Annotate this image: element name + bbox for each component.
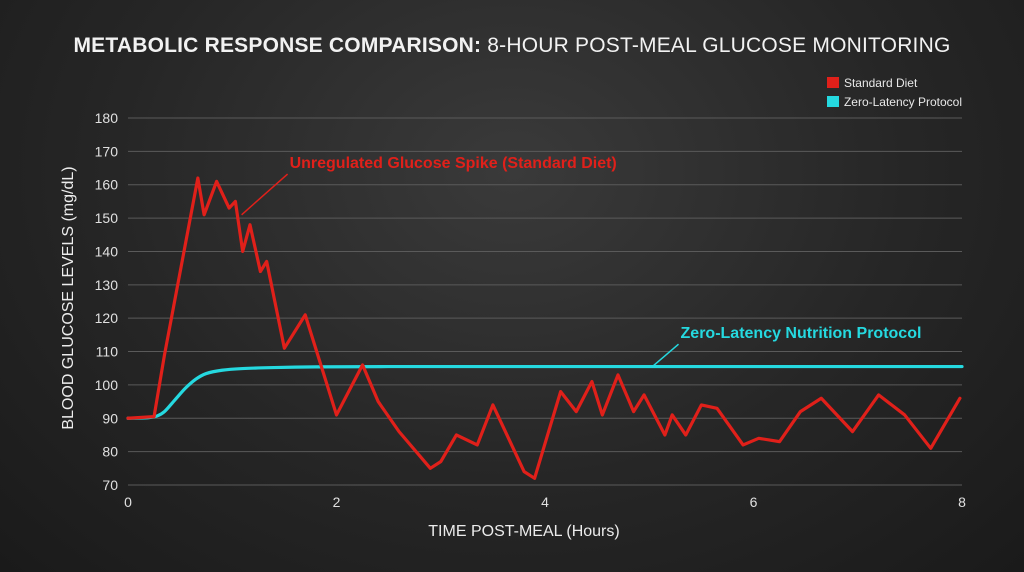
annotation-label-1: Zero-Latency Nutrition Protocol [681,325,922,342]
legend-swatch-zero-latency [826,96,839,107]
legend-item-standard-diet: Standard Diet [826,73,962,92]
x-tick-label-0: 0 [124,494,132,510]
y-axis-title: BLOOD GLUCOSE LEVELS (mg/dL) [60,166,77,429]
legend-swatch-standard-diet [826,77,839,88]
series-line-zero-latency [126,364,964,420]
y-tick-label-120: 120 [95,310,119,326]
x-tick-label-8: 8 [958,494,966,510]
annotation-leader-0 [241,173,289,216]
y-tick-label-150: 150 [95,210,119,226]
y-tick-label-80: 80 [102,444,118,460]
series-line-standard-diet [126,176,962,480]
y-tick-label-170: 170 [95,143,119,159]
annotation-label-0: Unregulated Glucose Spike (Standard Diet… [290,155,617,172]
chart-title: METABOLIC RESPONSE COMPARISON: 8-HOUR PO… [0,34,1024,58]
y-tick-label-180: 180 [95,110,119,126]
legend: Standard Diet Zero-Latency Protocol [826,73,962,111]
y-tick-label-100: 100 [95,377,119,393]
series-lines [126,176,964,480]
x-tick-labels: 0 2 4 6 8 [124,494,966,510]
chart-title-bold: METABOLIC RESPONSE COMPARISON: [73,34,482,57]
legend-label-zero-latency: Zero-Latency Protocol [843,94,962,109]
x-tick-label-6: 6 [750,494,758,510]
y-tick-label-130: 130 [95,277,119,293]
y-tick-label-110: 110 [96,344,119,360]
legend-item-zero-latency: Zero-Latency Protocol [826,92,962,111]
x-axis-title: TIME POST-MEAL (Hours) [428,523,619,540]
y-tick-label-70: 70 [102,477,118,493]
y-tick-label-160: 160 [95,177,119,193]
y-tick-label-90: 90 [102,410,118,426]
y-tick-label-140: 140 [95,243,119,259]
grid-lines [128,117,962,486]
chart-title-rest: 8-HOUR POST-MEAL GLUCOSE MONITORING [481,34,951,57]
x-tick-label-4: 4 [541,494,549,510]
x-tick-label-2: 2 [333,494,341,510]
legend-label-standard-diet: Standard Diet [843,75,918,90]
annotation-leader-1 [651,343,680,368]
annotations: Unregulated Glucose Spike (Standard Diet… [241,155,922,368]
y-tick-labels: 70 80 90 100 110 120 130 140 150 160 170 180 [95,110,119,493]
